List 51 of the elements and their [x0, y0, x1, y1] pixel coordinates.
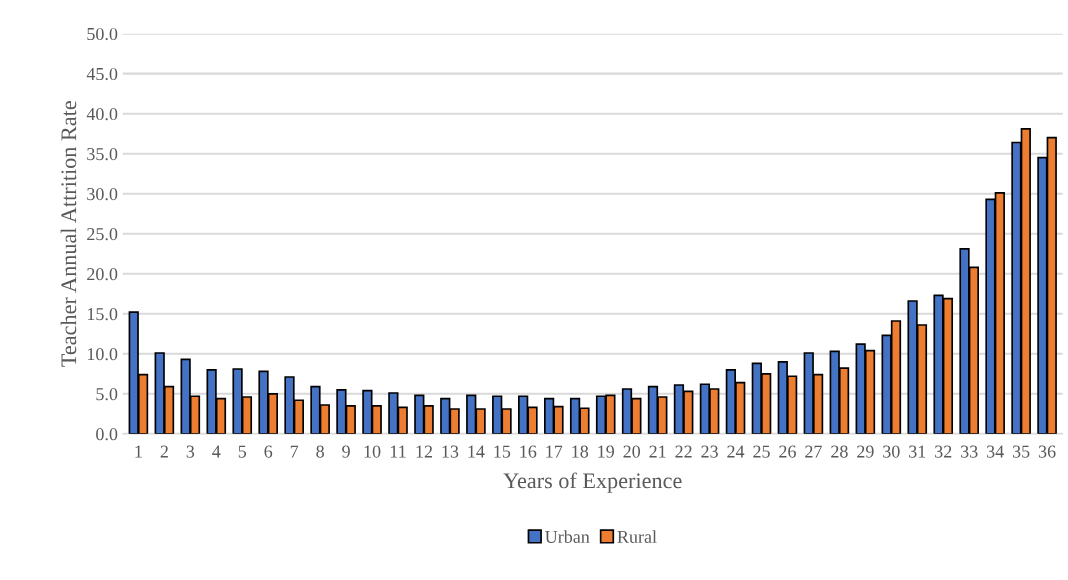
x-tick-label: 2: [160, 445, 168, 458]
x-tick-label: 8: [316, 445, 324, 458]
x-tick-label: 35: [1012, 445, 1030, 458]
legend-label: Rural: [617, 530, 657, 543]
x-tick-label: 16: [520, 445, 537, 458]
x-tick-label: 25: [753, 445, 770, 458]
x-tick-label: 36: [1038, 445, 1056, 458]
y-tick-label: 45.0: [86, 67, 118, 81]
x-axis-title: Years of Experience: [503, 472, 682, 493]
x-tick-label: 32: [935, 445, 952, 458]
x-tick-label: 31: [909, 445, 926, 458]
x-tick-label: 6: [264, 445, 273, 458]
x-tick-label: 21: [649, 445, 666, 458]
x-tick-label: 29: [857, 445, 874, 458]
x-tick-label: 22: [675, 445, 692, 458]
legend-label: Urban: [545, 530, 590, 543]
x-tick-label: 5: [238, 445, 247, 458]
y-tick-label: 5.0: [96, 388, 118, 401]
x-tick-label: 13: [442, 445, 459, 458]
x-tick-label: 19: [598, 445, 615, 458]
x-tick-label: 9: [342, 445, 350, 458]
x-tick-label: 20: [623, 445, 641, 458]
y-tick-label: 40.0: [86, 107, 118, 121]
y-tick-label: 0.0: [96, 428, 118, 441]
x-tick-label: 12: [416, 445, 433, 458]
x-tick-label: 24: [727, 445, 745, 458]
x-tick-label: 28: [831, 445, 848, 458]
y-axis-title: Teacher Annual Attrition Rate: [60, 101, 77, 367]
x-tick-label: 27: [805, 445, 822, 458]
y-tick-label: 25.0: [87, 228, 118, 241]
x-tick-label: 1: [135, 445, 142, 458]
x-tick-label: 14: [468, 445, 485, 458]
x-tick-label: 7: [290, 445, 299, 458]
x-tick-label: 18: [572, 445, 589, 458]
x-tick-label: 30: [883, 445, 900, 458]
y-tick-label: 35.0: [87, 147, 118, 161]
x-tick-label: 3: [186, 445, 195, 458]
x-tick-label: 23: [701, 445, 718, 458]
y-tick-label: 50.0: [87, 27, 118, 41]
x-tick-label: 26: [779, 445, 796, 458]
x-tick-label: 4: [212, 445, 221, 458]
y-tick-label: 20.0: [87, 268, 118, 281]
y-tick-label: 30.0: [87, 187, 118, 201]
y-tick-label: 15.0: [87, 308, 118, 321]
x-tick-label: 11: [390, 445, 406, 458]
x-tick-label: 33: [961, 445, 978, 458]
x-tick-label: 17: [546, 445, 563, 458]
x-tick-label: 10: [364, 445, 381, 458]
x-tick-label: 15: [494, 445, 511, 458]
y-tick-label: 10.0: [87, 348, 118, 361]
x-tick-label: 34: [986, 445, 1004, 458]
